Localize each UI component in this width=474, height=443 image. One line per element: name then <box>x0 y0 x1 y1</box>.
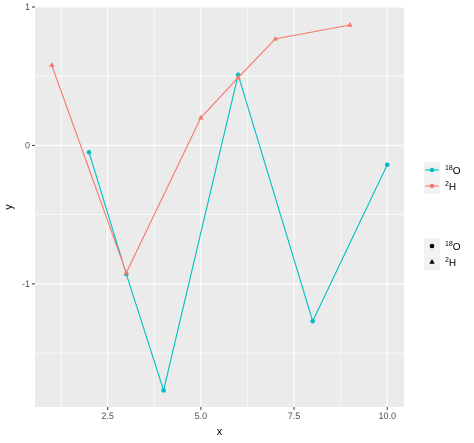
x-tick-label: 7.5 <box>288 411 301 421</box>
point-O18 <box>86 150 92 155</box>
x-axis: 2.5 5.0 7.5 10.0 <box>101 407 396 421</box>
legend-key-point <box>429 243 435 249</box>
point-O18 <box>161 388 166 393</box>
legend-label: 2H <box>445 181 456 193</box>
legend-key-point <box>429 167 435 173</box>
minor-gridlines <box>35 7 404 407</box>
y-axis: -1 0 1 <box>22 2 35 289</box>
x-axis-title: x <box>217 426 223 438</box>
x-tick-label: 5.0 <box>195 411 208 421</box>
x-tick-label: 2.5 <box>101 411 114 421</box>
point-O18 <box>384 162 390 168</box>
point-H2 <box>123 269 130 275</box>
point-O18 <box>310 318 315 324</box>
major-gridlines <box>35 6 404 407</box>
legend-label: 18O <box>445 241 461 253</box>
y-tick-label: -1 <box>22 279 30 289</box>
series-line-H2 <box>51 24 351 275</box>
legend-key-point <box>429 183 435 189</box>
point-H2 <box>347 21 353 27</box>
legend-label: 18O <box>445 165 461 177</box>
point-H2 <box>49 62 55 67</box>
y-tick-label: 0 <box>25 140 30 150</box>
legend-key-point <box>429 259 435 264</box>
point-H2 <box>198 114 204 120</box>
x-tick-label: 10.0 <box>378 411 396 421</box>
panel-background <box>35 7 404 407</box>
y-axis-title: y <box>3 204 15 210</box>
y-tick-label: 1 <box>25 2 30 12</box>
point-H2 <box>272 35 279 41</box>
point-H2 <box>235 74 241 80</box>
legend-label: 2H <box>445 257 456 269</box>
series-layer <box>49 21 390 393</box>
